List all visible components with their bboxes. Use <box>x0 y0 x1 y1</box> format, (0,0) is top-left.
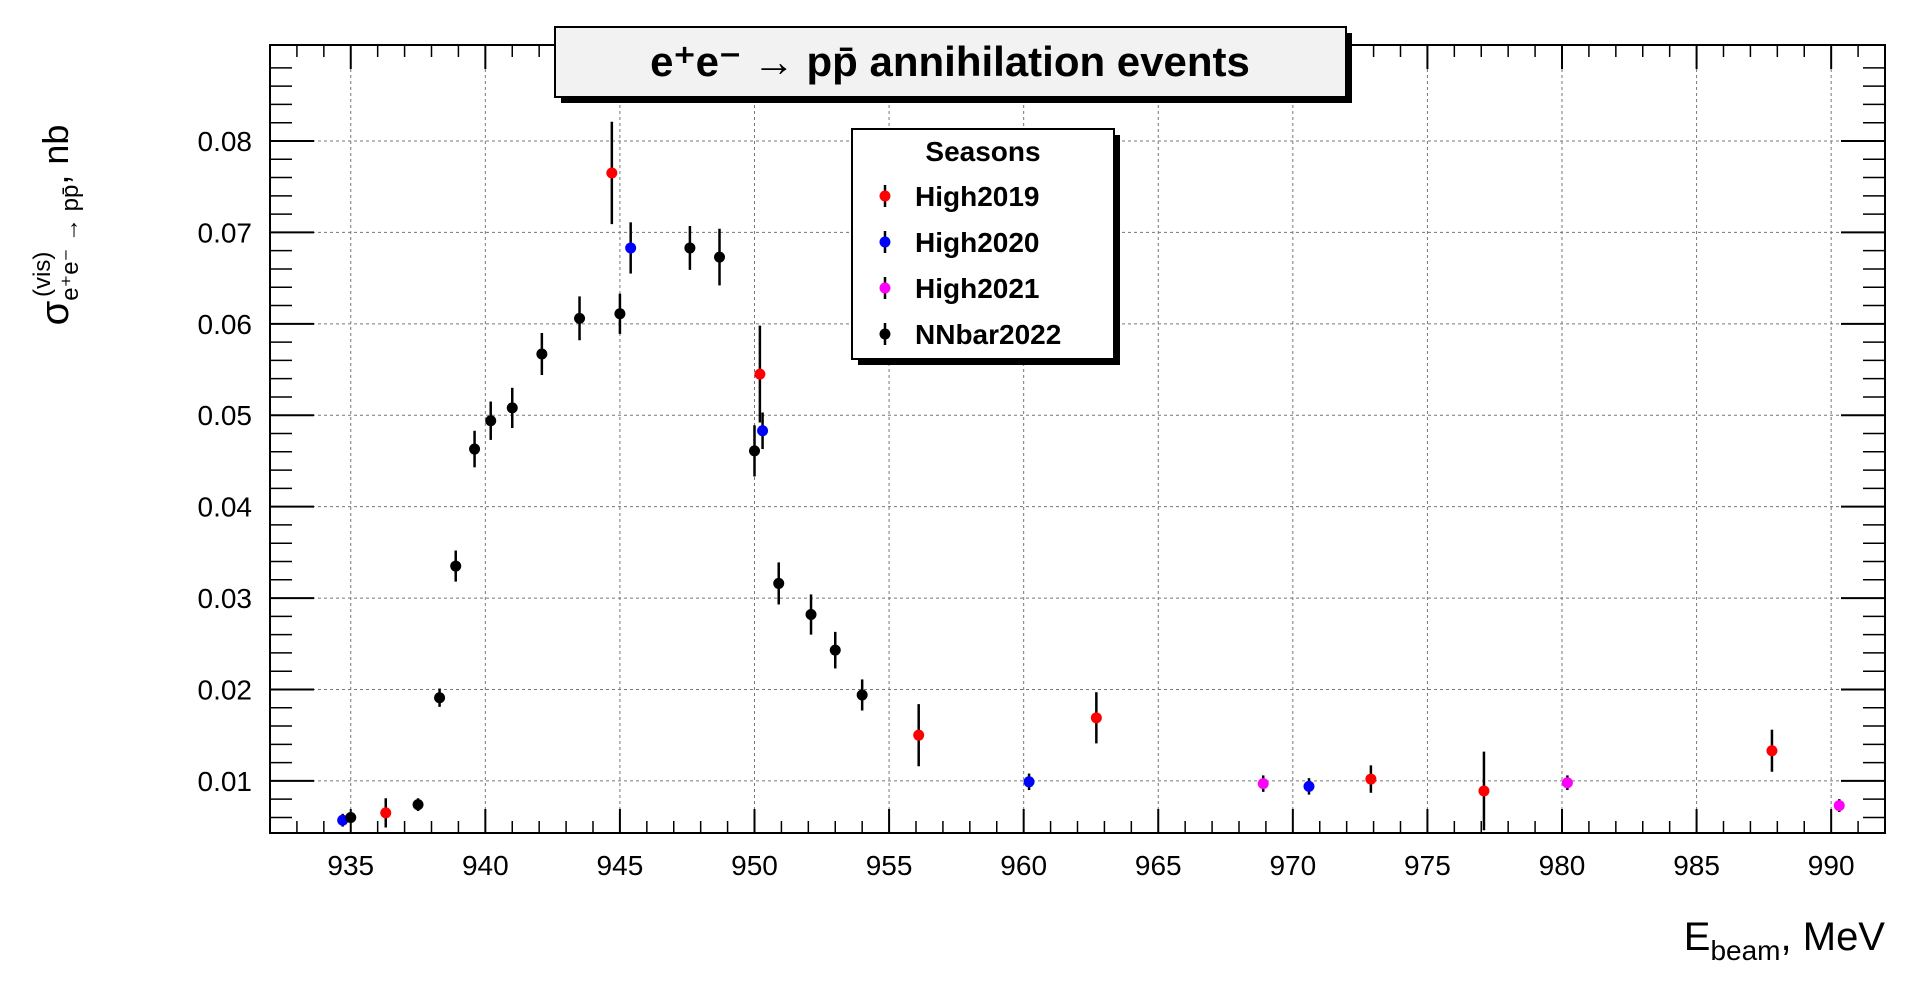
y-axis-title-symbol: σ <box>33 300 77 325</box>
y-tick-label: 0.01 <box>198 766 253 797</box>
legend-marker <box>879 190 891 202</box>
legend: Seasons High2019 High2020 High2021 NNbar202… <box>851 128 1120 365</box>
data-point <box>574 312 586 324</box>
data-point <box>856 689 868 701</box>
data-point <box>805 609 817 621</box>
data-point <box>749 445 760 457</box>
svg-text:σe⁺e⁻ → pp̄, nb: σe⁺e⁻ → pp̄, nb <box>33 125 84 326</box>
data-point <box>1303 780 1315 792</box>
legend-marker <box>879 236 891 248</box>
data-point <box>1365 773 1377 785</box>
y-axis-title-subscript: e⁺e⁻ → pp̄ <box>57 185 84 301</box>
data-point <box>1478 785 1490 797</box>
chart-title-box: e⁺e⁻ → pp̄ annihilation events <box>554 26 1352 103</box>
x-tick-label: 970 <box>1269 850 1316 881</box>
data-point <box>1023 776 1035 788</box>
data-point <box>1257 778 1269 790</box>
data-point <box>485 415 497 427</box>
data-point <box>536 348 548 360</box>
data-point <box>469 443 481 455</box>
series-High2021 <box>1257 775 1845 812</box>
data-point <box>625 242 637 254</box>
legend-label: High2020 <box>915 227 1040 258</box>
y-axis-title-unit: , nb <box>35 125 76 185</box>
y-tick-label: 0.02 <box>198 674 253 705</box>
x-axis-title-main: E <box>1684 915 1711 959</box>
x-tick-label: 945 <box>597 850 644 881</box>
legend-marker <box>879 282 891 294</box>
data-point <box>434 692 446 704</box>
x-axis-title: Ebeam, MeV <box>1684 915 1886 966</box>
y-tick-label: 0.08 <box>198 126 253 157</box>
x-tick-label: 975 <box>1404 850 1451 881</box>
legend-label: NNbar2022 <box>915 319 1061 350</box>
data-point <box>450 560 462 572</box>
data-point <box>684 242 696 254</box>
x-tick-label: 935 <box>327 850 374 881</box>
x-tick-label: 980 <box>1539 850 1586 881</box>
y-tick-label: 0.03 <box>198 583 253 614</box>
data-point <box>606 167 618 179</box>
x-tick-label: 950 <box>731 850 778 881</box>
legend-title: Seasons <box>925 136 1040 167</box>
data-point <box>412 799 424 811</box>
x-tick-label: 940 <box>462 850 509 881</box>
grid <box>270 45 1885 833</box>
data-point <box>1766 745 1778 757</box>
legend-label: High2019 <box>915 181 1040 212</box>
x-tick-label: 985 <box>1673 850 1720 881</box>
y-tick-labels: 0.01 0.02 0.03 0.04 0.05 0.06 0.07 0.08 <box>198 126 253 797</box>
x-axis-title-subscript: beam <box>1710 935 1780 966</box>
x-tick-labels: 935 940 945 950 955 960 965 970 975 980 985 990 <box>327 850 1854 881</box>
y-tick-label: 0.05 <box>198 400 253 431</box>
data-point <box>1833 800 1845 812</box>
legend-entry: NNbar2022 <box>879 319 1061 350</box>
series-High2020 <box>337 222 1315 827</box>
x-tick-label: 955 <box>866 850 913 881</box>
data-point <box>1090 712 1102 724</box>
x-tick-label: 990 <box>1808 850 1855 881</box>
series-NNbar2022 <box>345 226 868 823</box>
legend-entry: High2021 <box>879 273 1040 304</box>
data-point <box>380 807 392 819</box>
y-tick-label: 0.06 <box>198 309 253 340</box>
data-point <box>506 402 518 414</box>
y-axis-title: σe⁺e⁻ → pp̄, nb (vis) <box>29 125 84 326</box>
data-point <box>757 425 769 437</box>
x-axis-title-unit: , MeV <box>1781 915 1886 959</box>
data-points <box>337 121 1845 831</box>
y-tick-label: 0.04 <box>198 492 253 523</box>
legend-entry: High2019 <box>879 181 1040 212</box>
data-point <box>773 577 785 589</box>
data-point <box>913 729 925 741</box>
data-point <box>345 811 357 823</box>
y-axis-title-superscript: (vis) <box>29 252 56 297</box>
series-High2019 <box>380 121 1778 831</box>
legend-label: High2021 <box>915 273 1040 304</box>
legend-marker <box>879 328 891 340</box>
x-tick-label: 960 <box>1000 850 1047 881</box>
data-point <box>614 308 626 320</box>
x-tick-label: 965 <box>1135 850 1182 881</box>
y-tick-label: 0.07 <box>198 217 253 248</box>
chart-title: e⁺e⁻ → pp̄ annihilation events <box>650 38 1250 85</box>
data-point <box>1561 777 1573 789</box>
legend-entry: High2020 <box>879 227 1040 258</box>
data-point <box>829 644 841 656</box>
data-point <box>714 251 726 263</box>
data-point <box>754 368 766 380</box>
